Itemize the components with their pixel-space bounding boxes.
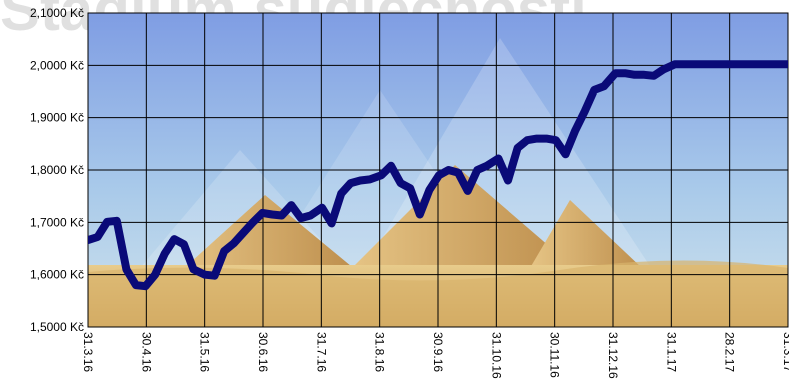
y-tick-label: 1,8000 Kč: [30, 163, 84, 177]
y-tick-label: 1,5000 Kč: [30, 320, 84, 334]
x-tick-label: 30.6.16: [256, 332, 270, 372]
x-tick-label: 30.4.16: [139, 332, 153, 372]
y-tick-label: 2,1000 Kč: [30, 6, 84, 20]
x-tick-label: 31.12.16: [606, 332, 620, 379]
series-layer: [88, 60, 788, 291]
x-tick-label: 31.8.16: [373, 332, 387, 372]
y-tick-label: 2,0000 Kč: [30, 58, 84, 72]
x-axis-ticks: 31.3.16 30.4.16 31.5.16 30.6.16 31.7.16 31.8.…: [81, 332, 789, 379]
grid-lines: [87, 12, 789, 328]
x-tick-label: 31.3.17: [781, 332, 789, 372]
x-tick-label: 31.3.16: [81, 332, 95, 372]
x-tick-label: 30.9.16: [431, 332, 445, 372]
x-tick-label: 31.10.16: [489, 332, 503, 379]
x-tick-label: 28.2.17: [723, 332, 737, 372]
series-line: [88, 60, 788, 291]
y-tick-label: 1,6000 Kč: [30, 268, 84, 282]
x-tick-label: 30.11.16: [548, 332, 562, 378]
y-tick-label: 1,9000 Kč: [30, 111, 84, 125]
x-tick-label: 31.1.17: [664, 332, 678, 372]
x-tick-label: 31.5.16: [198, 332, 212, 372]
pyramid-center: [330, 165, 600, 290]
y-tick-label: 1,7000 Kč: [30, 215, 84, 229]
y-axis-ticks: 1,5000 Kč 1,6000 Kč 1,7000 Kč 1,8000 Kč 1,90…: [30, 6, 84, 334]
x-tick-label: 31.7.16: [314, 332, 328, 372]
plot-border: [87, 12, 789, 328]
